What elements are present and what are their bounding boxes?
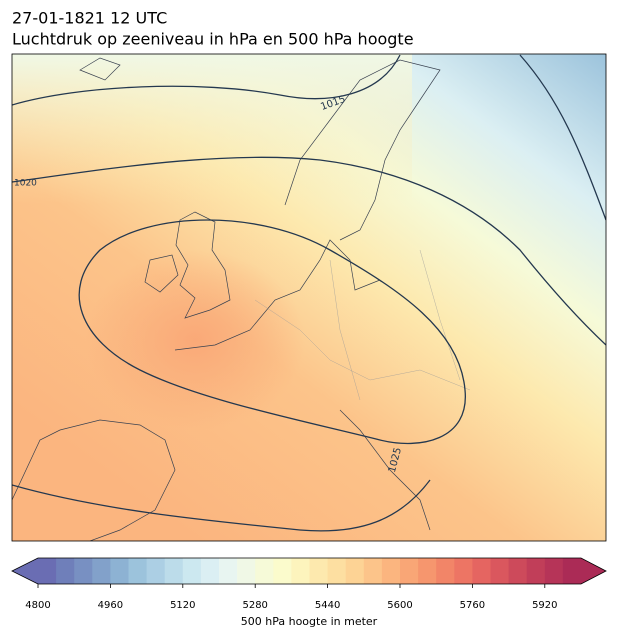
colorbar: 4800 4960 5120 5280 5440 5600 5760 5920 xyxy=(11,557,607,611)
colorbar-segment xyxy=(309,558,329,584)
colorbar-segment xyxy=(345,558,365,584)
colorbar-segment xyxy=(110,558,129,584)
colorbar-extend-low xyxy=(12,558,38,584)
map-frame xyxy=(11,53,607,542)
colorbar-segment xyxy=(200,558,220,584)
colorbar-segment xyxy=(454,558,473,584)
colorbar-segment xyxy=(146,558,166,584)
colorbar-segment xyxy=(291,558,310,584)
colorbar-label: 500 hPa hoogte in meter xyxy=(241,615,378,628)
colorbar-segment xyxy=(381,558,401,584)
colorbar-segment xyxy=(182,558,202,584)
colorbar-tick-label: 5600 xyxy=(387,600,412,611)
colorbar-segment xyxy=(38,558,57,584)
colorbar-tick-label: 4800 xyxy=(25,600,50,611)
colorbar-segment xyxy=(508,558,528,584)
colorbar-segment xyxy=(526,558,546,584)
colorbar-segment xyxy=(128,558,148,584)
contour-label: 1020 xyxy=(14,179,37,189)
colorbar-segment xyxy=(472,558,491,584)
colorbar-extend-high xyxy=(581,558,606,584)
colorbar-segment xyxy=(237,558,256,584)
colorbar-segment xyxy=(327,558,347,584)
colorbar-tick-label: 5120 xyxy=(170,600,195,611)
colorbar-segment xyxy=(418,558,437,584)
colorbar-segment xyxy=(273,558,292,584)
map xyxy=(12,54,606,541)
colorbar-segment xyxy=(255,558,274,584)
colorbar-outline xyxy=(11,557,607,585)
colorbar-segment xyxy=(562,558,582,584)
colorbar-tick-label: 5760 xyxy=(460,600,485,611)
colorbar-segment xyxy=(164,558,184,584)
colorbar-tick-label: 4960 xyxy=(98,600,123,611)
colorbar-tick-label: 5280 xyxy=(242,600,267,611)
colorbar-tick-label: 5920 xyxy=(532,600,557,611)
colorbar-segment xyxy=(56,558,75,584)
colorbar-segment xyxy=(219,558,238,584)
colorbar-tick-label: 5440 xyxy=(315,600,340,611)
colorbar-segment xyxy=(544,558,564,584)
map-date: 27-01-1821 12 UTC xyxy=(12,9,167,28)
colorbar-segment xyxy=(92,558,111,584)
colorbar-segment xyxy=(363,558,383,584)
colorbar-segment xyxy=(74,558,93,584)
colorbar-segment xyxy=(490,558,510,584)
colorbar-segment xyxy=(436,558,455,584)
colorbar-segment xyxy=(400,558,419,584)
map-title: Luchtdruk op zeeniveau in hPa en 500 hPa… xyxy=(12,30,414,49)
